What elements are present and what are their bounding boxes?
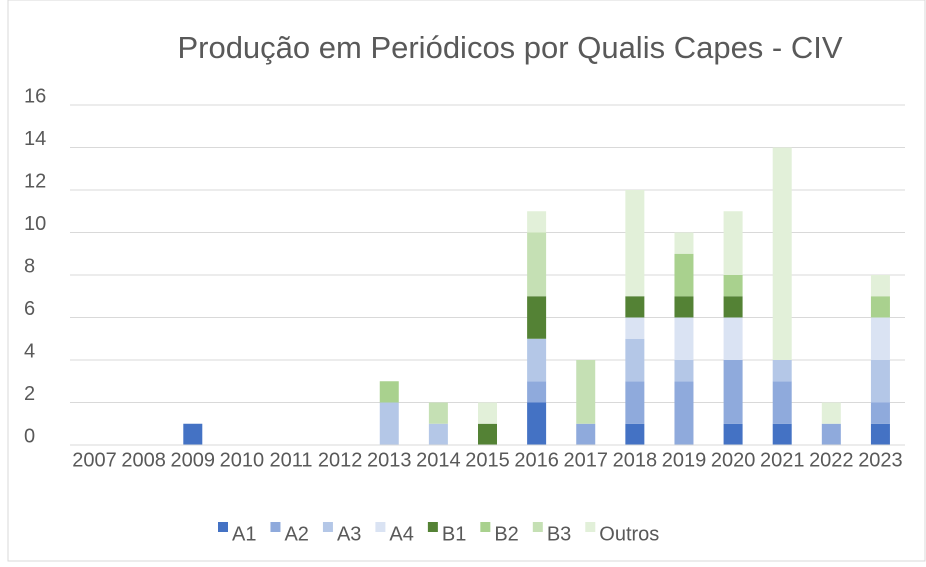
legend-label: B2 [494,523,518,545]
x-tick-label: 2018 [613,449,658,471]
legend-swatch [532,522,543,532]
bar-segment [723,423,743,445]
x-tick-label: 2007 [72,449,117,471]
bar-segment [870,275,890,297]
bar-segment [723,275,743,297]
bar-segment [772,147,792,360]
y-tick-label: 0 [24,425,35,447]
y-tick-label: 14 [24,128,46,150]
bar-segment [625,381,645,424]
bar-segment [625,296,645,318]
legend-swatch [585,522,596,532]
bar-segment [527,296,547,339]
legend-label: Outros [599,523,659,545]
x-tick-label: 2008 [121,449,166,471]
legend-swatch [218,522,228,532]
bar-segment [625,338,645,382]
bar-segment [870,423,890,445]
bar-segment [527,402,547,445]
bar-segment [625,317,645,339]
bar-segment [674,317,694,360]
bar-segment [674,360,694,382]
bar-segment [478,402,497,424]
bar-segment [379,402,399,445]
bar-segment [183,423,203,445]
x-tick-label: 2019 [662,449,707,471]
legend-swatch [427,522,438,532]
x-tick-label: 2015 [465,449,510,471]
x-tick-label: 2020 [711,449,756,471]
bar-segment [772,360,792,382]
legend-label: A2 [284,523,308,545]
x-tick-label: 2021 [760,449,805,471]
y-tick-label: 6 [24,298,35,320]
legend-label: A4 [389,523,413,545]
bar-segment [821,423,841,445]
x-tick-label: 2023 [858,449,903,471]
bar-segment [428,402,448,424]
bar-segment [527,338,547,382]
bar-segment [674,232,694,254]
y-tick-label: 4 [24,340,35,362]
bar-segment [723,296,743,318]
x-tick-label: 2011 [270,449,313,471]
bar-segment [527,211,547,233]
bar-segment [723,360,743,424]
bar-segment [527,381,547,403]
x-tick-label: 2009 [171,449,216,471]
bar-segment [674,381,694,445]
bar-segment [478,423,497,445]
bar-segment [379,381,399,403]
bar-segment [674,296,694,318]
x-tick-label: 2022 [809,449,854,471]
bar-segment [870,402,890,424]
x-tick-label: 2010 [220,449,265,471]
x-tick-label: 2012 [318,449,363,471]
chart-frame [7,0,926,562]
bar-segment [870,296,890,318]
legend-swatch [270,522,281,532]
x-tick-label: 2014 [416,449,461,471]
bar-segment [723,317,743,360]
legend-label: A3 [337,523,361,545]
y-tick-label: 2 [24,383,35,405]
x-tick-label: 2016 [514,449,559,471]
bar-segment [625,423,645,445]
bar-segment [527,232,547,297]
x-tick-label: 2017 [563,449,608,471]
y-tick-label: 16 [24,85,46,107]
bar-segment [772,423,792,445]
y-tick-label: 8 [24,255,35,277]
bar-segment [576,423,596,445]
bar-segment [821,402,841,424]
legend-label: A1 [232,523,256,545]
legend-label: B1 [442,523,466,545]
bar-segment [576,360,596,424]
x-tick-label: 2013 [367,449,412,471]
bar-segment [772,381,792,424]
legend-swatch [322,522,333,532]
bar-segment [870,360,890,403]
bar-segment [870,317,890,360]
y-tick-label: 12 [24,170,46,192]
legend-swatch [375,522,386,532]
y-tick-label: 10 [24,213,46,235]
bar-segment [428,423,448,445]
bar-segment [625,190,645,297]
legend-label: B3 [547,523,571,545]
chart-title: Produção em Periódicos por Qualis Capes … [177,30,842,65]
bar-segment [674,253,694,297]
legend-swatch [480,522,491,532]
bar-segment [723,211,743,275]
